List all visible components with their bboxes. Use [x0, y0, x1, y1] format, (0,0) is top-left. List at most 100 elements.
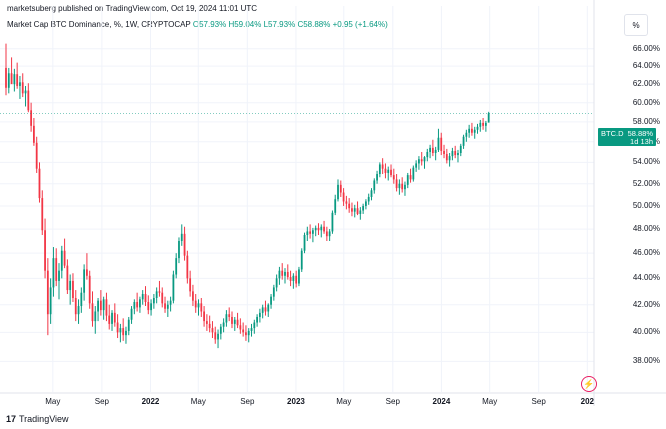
candle-body: [178, 241, 180, 259]
candle-body: [88, 275, 91, 304]
y-tick-label: 46.00%: [632, 248, 660, 258]
tradingview-logo[interactable]: 17 TradingView: [6, 414, 69, 424]
candle-body: [141, 294, 144, 300]
candle-body: [130, 308, 133, 320]
candle-body: [5, 67, 7, 88]
candle-body: [345, 201, 348, 204]
candle-body: [33, 125, 35, 143]
candle-body: [105, 299, 108, 316]
candle-body: [284, 271, 286, 276]
y-tick-label: 62.00%: [632, 79, 660, 89]
candle-body: [125, 330, 127, 336]
legend-change: +0.95 (+1.64%): [332, 20, 388, 29]
candle-body: [434, 149, 437, 154]
candle-body: [166, 304, 169, 309]
y-tick-label: 40.00%: [632, 327, 660, 337]
candle-body: [158, 291, 161, 293]
candle-body: [242, 329, 245, 333]
candle-body: [116, 322, 119, 333]
candle-body: [127, 319, 130, 331]
candle-body: [55, 258, 58, 281]
candle-body: [74, 297, 77, 315]
candle-body: [205, 321, 208, 324]
candle-body: [211, 328, 214, 333]
x-tick-label: May: [190, 397, 206, 406]
candle-body: [194, 300, 197, 308]
x-tick-label: 2022: [141, 397, 160, 406]
candle-body: [233, 319, 236, 324]
chart-legend: Market Cap BTC Dominance, %, 1W, CRYPTOC…: [7, 20, 388, 29]
candle-body: [295, 275, 298, 284]
candle-body: [468, 128, 471, 133]
legend-open: O57.93%: [192, 20, 227, 29]
candle-body: [144, 294, 147, 303]
y-tick-label: 48.00%: [632, 224, 660, 234]
legend-label: Market Cap BTC Dominance, %, 1W, CRYPTOC…: [7, 20, 191, 29]
candle-body: [471, 128, 473, 133]
published-line: marketsuberg published on TradingView.co…: [7, 4, 258, 13]
candle-body: [325, 231, 328, 237]
candle-body: [197, 303, 200, 308]
candle-body: [484, 122, 487, 126]
candle-body: [46, 270, 49, 315]
x-tick-label: Sep: [531, 397, 546, 406]
candle-body: [52, 258, 55, 288]
candle-body: [86, 269, 88, 276]
candle-body: [27, 90, 30, 111]
candle-body: [122, 328, 125, 336]
candle-body: [362, 205, 365, 211]
candle-body: [465, 132, 468, 137]
candle-body: [99, 300, 102, 311]
candle-body: [376, 174, 378, 181]
price-tag-symbol: BTC.D: [601, 129, 624, 138]
candle-body: [457, 153, 459, 156]
candle-body: [440, 137, 443, 151]
candle-body: [270, 296, 272, 305]
candle-body: [473, 129, 476, 133]
candle-body: [147, 302, 150, 311]
candle-body: [172, 274, 175, 301]
candle-body: [429, 147, 431, 152]
percent-scale-button[interactable]: %: [624, 14, 648, 36]
candle-body: [94, 311, 97, 322]
candle-body: [370, 190, 373, 197]
x-tick-label: May: [336, 397, 352, 406]
legend-high: H59.04%: [228, 20, 262, 29]
y-tick-label: 64.00%: [632, 61, 660, 71]
candle-body: [133, 302, 136, 309]
candle-body: [183, 233, 186, 256]
candle-body: [77, 306, 80, 315]
x-tick-label: May: [482, 397, 498, 406]
candle-body: [261, 307, 264, 313]
candle-body: [102, 299, 105, 311]
candle-body: [286, 271, 289, 278]
candle-body: [58, 270, 60, 281]
candle-body: [169, 300, 172, 305]
y-tick-label: 60.00%: [632, 97, 660, 107]
y-tick-label: 52.00%: [632, 178, 660, 188]
candle-body: [373, 180, 376, 191]
candle-body: [111, 312, 113, 324]
x-tick-label: May: [45, 397, 61, 406]
price-tag-countdown: 1d 13h: [630, 137, 653, 146]
candle-body: [306, 231, 309, 236]
candle-body: [91, 303, 94, 322]
candle-body: [426, 151, 429, 158]
x-tick-label: Sep: [240, 397, 255, 406]
candle-body: [312, 230, 314, 234]
candle-body: [119, 328, 122, 333]
candle-body: [423, 157, 426, 162]
candle-body: [351, 208, 353, 212]
candle-body: [13, 74, 16, 85]
candle-body: [35, 142, 38, 169]
candle-body: [186, 255, 189, 279]
candle-body: [108, 315, 111, 324]
current-price-tag: BTC.D 58.88% 1d 13h: [598, 128, 656, 146]
tradingview-logo-icon: 17: [6, 414, 17, 424]
candle-body: [161, 292, 164, 304]
candle-body: [451, 150, 454, 157]
y-tick-label: 44.00%: [632, 273, 660, 283]
x-tick-label: 202: [580, 397, 594, 406]
lightning-icon[interactable]: ⚡: [581, 376, 597, 392]
